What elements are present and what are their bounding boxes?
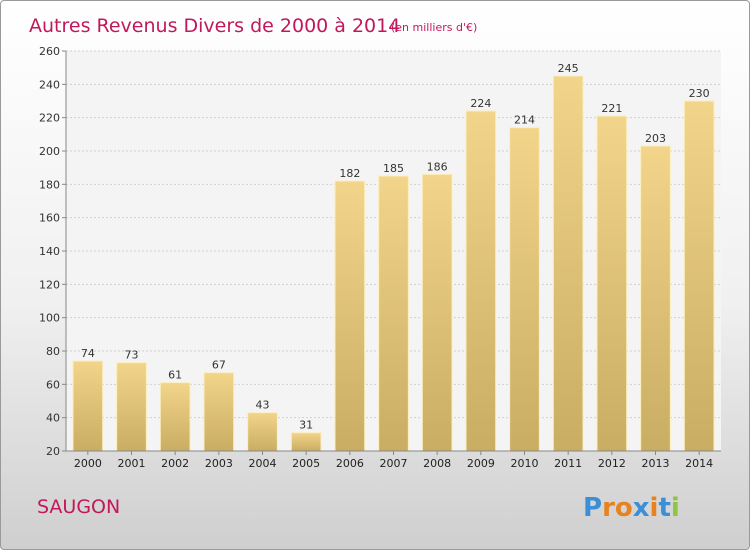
chart-title: Autres Revenus Divers de 2000 à 2014 bbox=[29, 15, 400, 37]
data-label: 221 bbox=[601, 102, 622, 115]
data-label: 31 bbox=[299, 419, 313, 432]
data-label: 203 bbox=[645, 132, 666, 145]
y-tick-label: 260 bbox=[39, 45, 60, 58]
data-label: 74 bbox=[81, 347, 95, 360]
logo-letter: t bbox=[658, 493, 670, 523]
bar bbox=[683, 100, 715, 452]
data-label: 185 bbox=[383, 162, 404, 175]
logo-letter: o bbox=[615, 493, 633, 523]
bar bbox=[509, 127, 540, 452]
x-tick-label: 2004 bbox=[249, 457, 277, 470]
proxiti-logo: Proxiti bbox=[583, 493, 680, 523]
bar bbox=[334, 180, 366, 452]
data-label: 182 bbox=[339, 167, 360, 180]
y-tick-label: 180 bbox=[39, 178, 60, 191]
x-tick-label: 2005 bbox=[292, 457, 320, 470]
data-label: 73 bbox=[125, 349, 139, 362]
chart-subtitle: (en milliers d'€) bbox=[391, 21, 477, 34]
bar bbox=[72, 360, 104, 452]
x-tick-label: 2010 bbox=[511, 457, 539, 470]
data-label: 186 bbox=[427, 160, 448, 173]
x-tick-label: 2007 bbox=[380, 457, 408, 470]
y-tick-label: 100 bbox=[39, 312, 60, 325]
bar bbox=[421, 173, 453, 452]
data-label: 245 bbox=[558, 62, 579, 75]
x-tick-label: 2009 bbox=[467, 457, 495, 470]
x-tick-label: 2000 bbox=[74, 457, 102, 470]
logo-letter: r bbox=[602, 493, 615, 523]
bar bbox=[203, 372, 235, 452]
y-tick-label: 160 bbox=[39, 212, 60, 225]
x-tick-label: 2002 bbox=[161, 457, 189, 470]
logo-letter: x bbox=[633, 493, 650, 523]
y-tick-label: 80 bbox=[46, 345, 60, 358]
x-tick-label: 2014 bbox=[685, 457, 713, 470]
data-label: 230 bbox=[689, 87, 710, 100]
y-tick-label: 20 bbox=[46, 445, 60, 458]
logo-letter: P bbox=[583, 493, 602, 523]
x-tick-label: 2011 bbox=[554, 457, 582, 470]
y-tick-label: 40 bbox=[46, 412, 60, 425]
axes: 20 40 60 80 100 120 140 160 180 200 220 240 260 2000 2… bbox=[39, 45, 721, 470]
x-tick-label: 2003 bbox=[205, 457, 233, 470]
bar bbox=[552, 75, 584, 452]
x-tick-label: 2006 bbox=[336, 457, 364, 470]
y-tick-label: 140 bbox=[39, 245, 60, 258]
y-tick-label: 220 bbox=[39, 112, 60, 125]
y-tick-label: 200 bbox=[39, 145, 60, 158]
y-tick-label: 240 bbox=[39, 78, 60, 91]
data-label: 43 bbox=[256, 399, 270, 412]
bar bbox=[247, 412, 278, 452]
data-label: 224 bbox=[470, 97, 491, 110]
bar bbox=[640, 145, 671, 452]
bar bbox=[596, 115, 628, 452]
data-label: 214 bbox=[514, 114, 535, 127]
data-label: 61 bbox=[168, 369, 182, 382]
bar bbox=[290, 432, 322, 452]
commune-name: SAUGON bbox=[37, 496, 120, 518]
bar bbox=[116, 362, 147, 452]
x-tick-label: 2013 bbox=[642, 457, 670, 470]
data-label: 67 bbox=[212, 359, 226, 372]
x-tick-label: 2012 bbox=[598, 457, 626, 470]
bar bbox=[465, 110, 497, 452]
bar bbox=[159, 382, 191, 452]
y-tick-label: 60 bbox=[46, 378, 60, 391]
y-tick-label: 120 bbox=[39, 278, 60, 291]
bar bbox=[378, 175, 409, 452]
x-tick-label: 2001 bbox=[118, 457, 146, 470]
logo-letter: i bbox=[650, 493, 659, 523]
x-tick-label: 2008 bbox=[423, 457, 451, 470]
logo-letter: i bbox=[671, 493, 680, 523]
